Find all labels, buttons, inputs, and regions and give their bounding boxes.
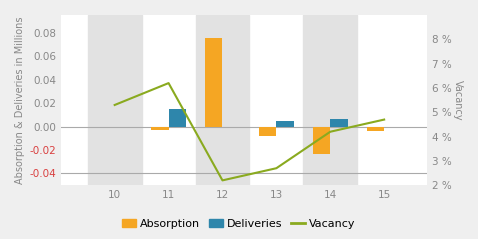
Bar — [259, 126, 276, 136]
Bar — [367, 126, 384, 131]
Bar — [88, 15, 141, 185]
Bar — [276, 121, 293, 126]
Y-axis label: Vacancy: Vacancy — [453, 80, 463, 120]
Bar — [330, 120, 348, 126]
Bar — [304, 15, 357, 185]
Y-axis label: Absorption & Deliveries in Millions: Absorption & Deliveries in Millions — [15, 16, 25, 184]
Bar — [196, 15, 250, 185]
Bar — [205, 38, 222, 126]
Bar — [169, 109, 186, 126]
Bar — [152, 126, 169, 130]
Bar — [313, 126, 330, 153]
Legend: Absorption, Deliveries, Vacancy: Absorption, Deliveries, Vacancy — [118, 215, 360, 234]
